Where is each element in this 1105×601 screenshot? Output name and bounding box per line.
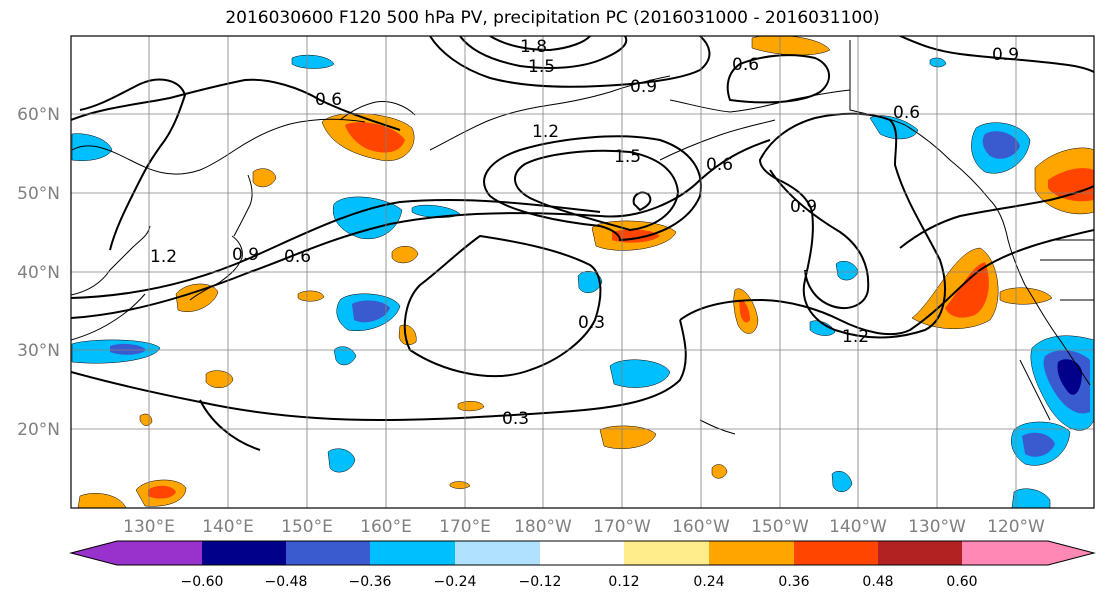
graticule: [71, 36, 1094, 508]
precip-blob: [999, 287, 1053, 305]
colorbar: −0.60 −0.48 −0.36 −0.24 −0.12 0.12 0.24 …: [69, 540, 1096, 590]
pv-contour-label: 1.2: [150, 247, 177, 267]
colorbar-segment: [540, 541, 624, 565]
pv-contour-label: 0.3: [502, 409, 529, 429]
pv-contour-label: 1.5: [528, 57, 555, 77]
precip-blob: [205, 370, 234, 388]
colorbar-segment: [709, 541, 794, 565]
precip-blob: [398, 324, 417, 346]
colorbar-segment: [878, 541, 962, 565]
precip-blob: [1057, 359, 1082, 395]
precip-blob: [110, 343, 146, 355]
lon-label: 170°W: [593, 517, 651, 537]
pv-contour-label: 1.2: [842, 327, 869, 347]
precip-blob: [345, 122, 405, 153]
precip-blob: [599, 425, 657, 449]
lat-label: 60°N: [17, 105, 60, 125]
colorbar-tick: −0.48: [265, 574, 308, 590]
colorbar-segment: [117, 541, 202, 565]
colorbar-tick: 0.24: [693, 574, 724, 590]
colorbar-segment: [794, 541, 878, 565]
pv-contour-label: 0.6: [315, 90, 342, 110]
lon-label: 160°W: [672, 517, 730, 537]
pv-contour-label: 0.6: [732, 55, 759, 75]
precip-blob: [411, 204, 461, 218]
lat-label: 50°N: [17, 184, 60, 204]
lon-label: 150°E: [281, 517, 333, 537]
map-frame: [70, 35, 1095, 509]
colorbar-segment: [455, 541, 540, 565]
precip-blob: [252, 168, 277, 188]
pv-contour-label: 1.2: [532, 122, 559, 142]
colorbar-extend-low: [71, 541, 117, 565]
precip-blob: [739, 299, 750, 323]
precip-blob: [751, 36, 831, 56]
lat-label: 40°N: [17, 263, 60, 283]
colorbar-tick: 0.36: [778, 574, 809, 590]
precip-blob: [609, 359, 671, 388]
colorbar-tick: 0.12: [608, 574, 639, 590]
lon-label: 140°E: [202, 517, 254, 537]
lat-label: 30°N: [17, 341, 60, 361]
colorbar-outline: [69, 540, 1096, 566]
precip-blob: [148, 485, 176, 499]
colorbar-segment: [370, 541, 455, 565]
lon-label: 180°W: [514, 517, 572, 537]
colorbar-tick: 0.60: [946, 574, 977, 590]
lon-label: 120°W: [987, 517, 1045, 537]
precip-blob: [352, 300, 390, 323]
precip-blob: [332, 196, 403, 240]
colorbar-segment: [202, 541, 286, 565]
precip-blob: [982, 131, 1020, 159]
coastlines: [71, 40, 1094, 435]
precip-blob: [327, 448, 356, 473]
precipitation-shading: [71, 36, 1094, 508]
pv-contour-label: 1.8: [520, 37, 547, 57]
colorbar-segment: [962, 541, 1048, 565]
precip-blob: [711, 464, 728, 479]
pv-contour-labels: 1.8 1.5 0.9 0.6 0.9 0.6 1.2 1.5 0.6 0.9 …: [150, 37, 1019, 429]
pv-contour-label: 0.9: [992, 45, 1019, 65]
precip-blob: [577, 270, 603, 294]
latitude-labels: 60°N 50°N 40°N 30°N 20°N: [17, 105, 60, 440]
pv-contour-label: 0.6: [893, 103, 920, 123]
lon-label: 150°W: [751, 517, 809, 537]
pv-contour-label: 0.9: [790, 197, 817, 217]
precip-blob: [391, 246, 419, 264]
pv-contour-label: 0.3: [578, 313, 605, 333]
lon-label: 140°W: [829, 517, 887, 537]
colorbar-tick: −0.24: [434, 574, 477, 590]
colorbar-tick: −0.36: [349, 574, 392, 590]
pv-contour-label: 1.5: [614, 147, 641, 167]
pv-contour-label: 0.6: [706, 155, 733, 175]
colorbar-tick: −0.60: [181, 574, 224, 590]
precip-blob: [831, 471, 853, 492]
precip-blob: [1011, 488, 1051, 508]
lon-label: 130°E: [123, 517, 175, 537]
pv-contour-label: 0.9: [232, 245, 259, 265]
pv-contours: [71, 36, 1094, 451]
precip-blob: [333, 346, 357, 366]
colorbar-tick: −0.12: [519, 574, 562, 590]
pv-contour-label: 0.6: [284, 247, 311, 267]
precip-blob: [71, 133, 113, 161]
lon-label: 130°W: [908, 517, 966, 537]
colorbar-extend-high: [1048, 541, 1094, 565]
precip-blob: [77, 493, 127, 508]
colorbar-tick: 0.48: [862, 574, 893, 590]
precip-blob: [929, 57, 947, 68]
precip-blob: [175, 283, 219, 312]
precip-blob: [1022, 432, 1055, 457]
colorbar-segment: [624, 541, 709, 565]
lat-label: 20°N: [17, 420, 60, 440]
figure-title: 2016030600 F120 500 hPa PV, precipitatio…: [225, 8, 880, 28]
precip-blob: [457, 401, 485, 412]
lon-label: 160°E: [360, 517, 412, 537]
colorbar-segment: [286, 541, 370, 565]
pv-contour-label: 0.9: [630, 77, 657, 97]
precip-blob: [945, 262, 989, 318]
lon-label: 170°E: [439, 517, 491, 537]
longitude-labels: 130°E 140°E 150°E 160°E 170°E 180°W 170°…: [123, 517, 1045, 537]
